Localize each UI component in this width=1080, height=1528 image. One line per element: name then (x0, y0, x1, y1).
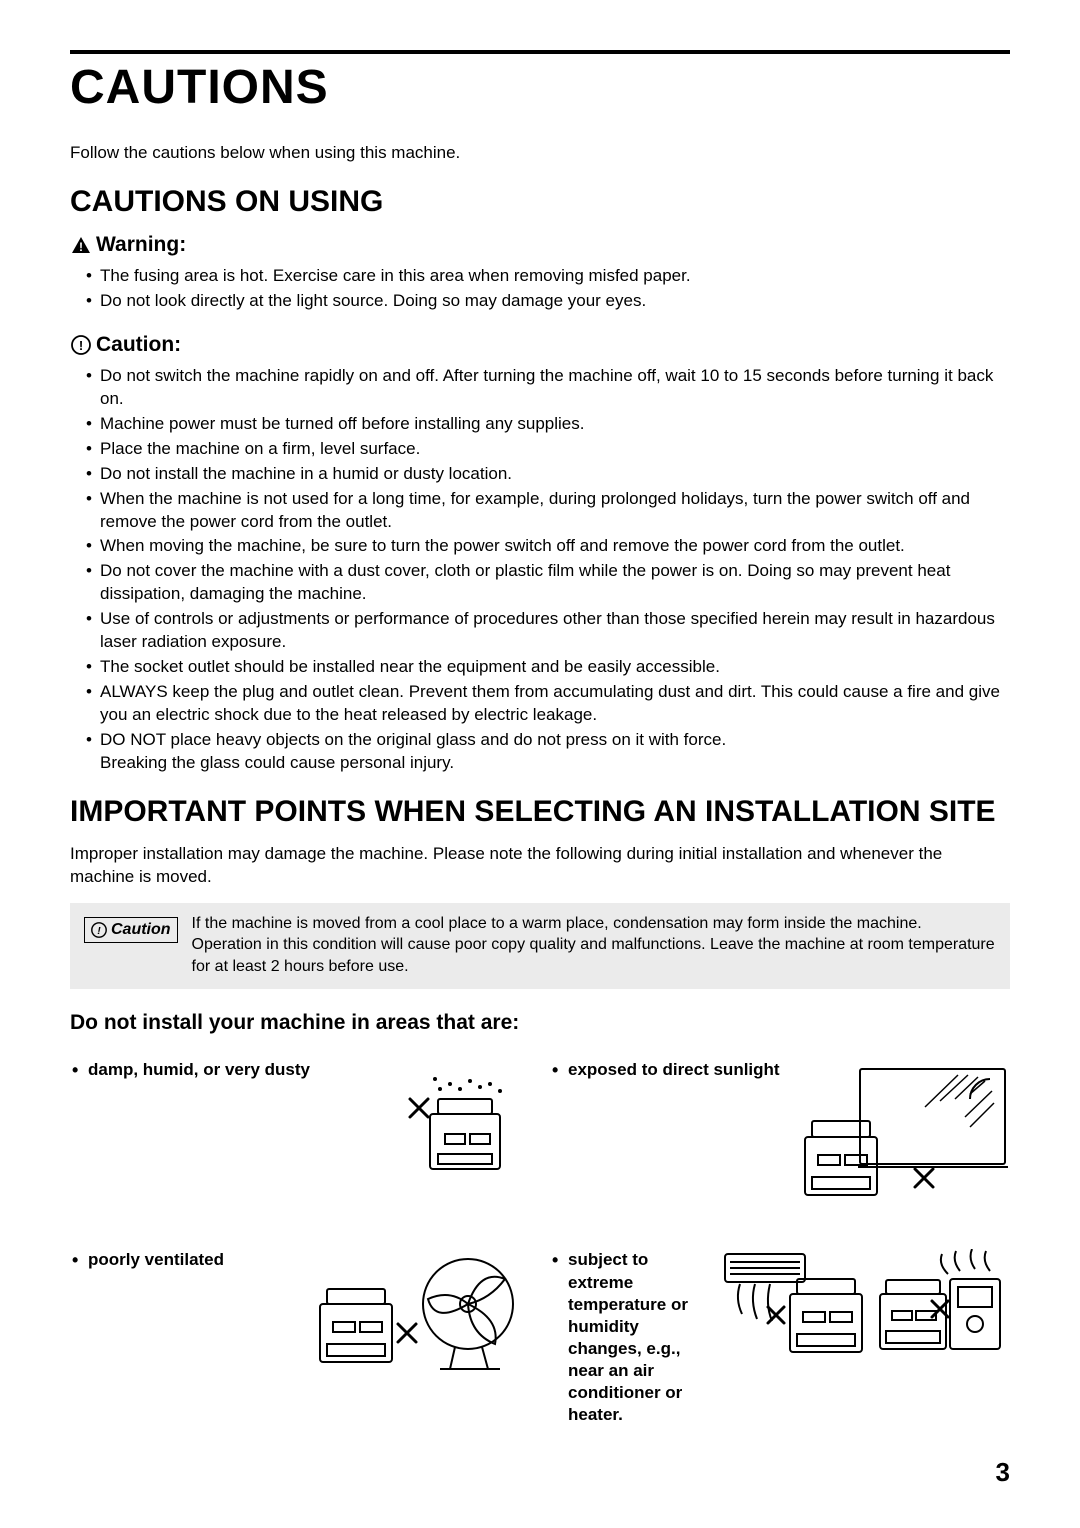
do-not-label: damp, humid, or very dusty (70, 1059, 380, 1081)
list-item: Do not look directly at the light source… (86, 290, 1010, 313)
list-item: Place the machine on a firm, level surfa… (86, 438, 1010, 461)
installation-intro: Improper installation may damage the mac… (70, 843, 1010, 889)
list-item: Machine power must be turned off before … (86, 413, 1010, 436)
caution-badge-label: Caution (111, 921, 171, 939)
caution-callout: ! Caution If the machine is moved from a… (70, 903, 1010, 990)
printer-ac-heater-icon (720, 1249, 1010, 1369)
caution-icon: ! (70, 334, 92, 356)
do-not-item-ventilated: poorly ventilated (70, 1249, 530, 1426)
do-not-install-heading: Do not install your machine in areas tha… (70, 1011, 1010, 1035)
svg-text:!: ! (79, 338, 83, 353)
caution-badge: ! Caution (84, 917, 178, 943)
list-item: The socket outlet should be installed ne… (86, 656, 1010, 679)
warning-icon: ! (70, 234, 92, 256)
list-item: Use of controls or adjustments or perfor… (86, 608, 1010, 654)
warning-label: Warning: (96, 233, 186, 257)
list-item: Do not install the machine in a humid or… (86, 463, 1010, 486)
list-item: Do not switch the machine rapidly on and… (86, 365, 1010, 411)
caution-label: Caution: (96, 333, 181, 357)
list-item: DO NOT place heavy objects on the origin… (86, 729, 1010, 775)
caution-callout-text: If the machine is moved from a cool plac… (192, 913, 996, 978)
list-item: The fusing area is hot. Exercise care in… (86, 265, 1010, 288)
svg-text:!: ! (79, 240, 83, 254)
do-not-item-sunlight: exposed to direct sunlight (550, 1059, 1010, 1209)
do-not-item-temperature: subject to extreme temperature or humidi… (550, 1249, 1010, 1426)
page-number: 3 (996, 1457, 1010, 1488)
list-item: ALWAYS keep the plug and outlet clean. P… (86, 681, 1010, 727)
printer-dust-icon (390, 1059, 530, 1189)
list-item: When the machine is not used for a long … (86, 488, 1010, 534)
caution-heading: ! Caution: (70, 333, 1010, 357)
svg-text:!: ! (97, 926, 101, 937)
caution-icon: ! (91, 922, 107, 938)
do-not-item-damp: damp, humid, or very dusty (70, 1059, 530, 1209)
caution-list: Do not switch the machine rapidly on and… (70, 365, 1010, 775)
top-rule (70, 50, 1010, 54)
do-not-label: poorly ventilated (70, 1249, 300, 1271)
page-title: CAUTIONS (70, 60, 1010, 115)
intro-text: Follow the cautions below when using thi… (70, 143, 1010, 163)
do-not-label: exposed to direct sunlight (550, 1059, 780, 1081)
list-item: When moving the machine, be sure to turn… (86, 535, 1010, 558)
cautions-on-using-heading: CAUTIONS ON USING (70, 185, 1010, 219)
installation-heading: IMPORTANT POINTS WHEN SELECTING AN INSTA… (70, 795, 1010, 829)
list-item: Do not cover the machine with a dust cov… (86, 560, 1010, 606)
do-not-label: subject to extreme temperature or humidi… (550, 1249, 710, 1426)
printer-sunlight-icon (790, 1059, 1010, 1209)
warning-heading: ! Warning: (70, 233, 1010, 257)
printer-fan-icon (310, 1249, 530, 1379)
warning-list: The fusing area is hot. Exercise care in… (70, 265, 1010, 313)
do-not-grid: damp, humid, or very dusty (70, 1059, 1010, 1426)
